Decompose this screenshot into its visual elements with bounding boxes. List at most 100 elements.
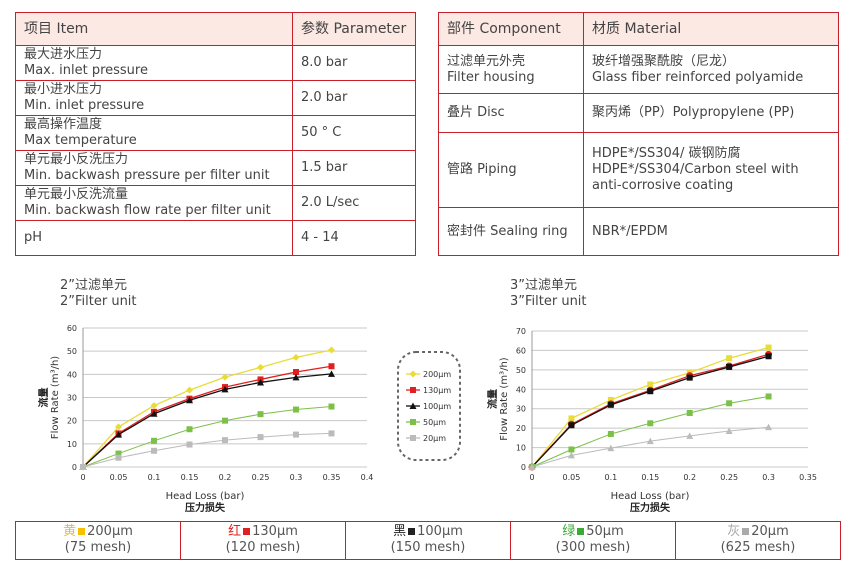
data-point xyxy=(115,431,122,438)
x-tick-label: 0.1 xyxy=(148,473,161,482)
data-point xyxy=(115,450,122,457)
series-20µm xyxy=(80,430,335,470)
component-cell: 过滤单元外壳 Filter housing xyxy=(438,45,584,94)
title-zh: 2”过滤单元 xyxy=(60,278,128,293)
x-tick-label: 0.1 xyxy=(604,473,617,482)
color-key: 黄 200µm (75 mesh) 红 130µm (120 mesh) 黑 100µm (15… xyxy=(15,521,841,560)
data-point xyxy=(686,409,693,416)
series-0 xyxy=(529,344,772,470)
x-tick-label: 0.3 xyxy=(762,473,775,482)
table-row: 管路 Piping HDPE*/SS304/ 碳钢防腐 HDPE*/SS304/Ca… xyxy=(438,132,839,208)
x-tick-label: 0.05 xyxy=(110,473,128,482)
data-point xyxy=(686,432,694,439)
y-tick-label: 70 xyxy=(516,327,526,336)
component-zh: 叠片 Disc xyxy=(447,105,505,120)
item-zh: 最大进水压力 xyxy=(24,47,103,62)
y-tick-label: 40 xyxy=(67,370,77,379)
series-4 xyxy=(528,423,773,470)
legend-label: 130µm xyxy=(423,386,451,395)
y-axis-label: Flow Rate (m³/h) xyxy=(499,357,510,440)
header-item: 项目 Item xyxy=(15,12,293,46)
data-point xyxy=(567,451,575,459)
series-line xyxy=(82,349,332,468)
data-point xyxy=(726,400,733,407)
data-point xyxy=(293,431,299,438)
component-cell: 密封件 Sealing ring xyxy=(438,207,584,256)
data-point xyxy=(765,344,772,351)
chart-2: 0 10 20 30 40 50 60 70 0 0.05 0.1 0.15 0.2 0.25 0.3 0.3… xyxy=(486,327,817,514)
y-tick-label: 0 xyxy=(521,463,526,472)
color-swatch-icon xyxy=(408,528,416,535)
y-axis-label-zh: 流量 xyxy=(486,389,499,409)
x-tick-label: 0.05 xyxy=(563,473,581,482)
data-point xyxy=(257,363,264,371)
color-key-item: 黑 100µm (150 mesh) xyxy=(346,522,511,559)
mesh-size: (150 mesh) xyxy=(390,540,466,555)
material-line: NBR*/EPDM xyxy=(592,223,668,239)
color-name: 绿 xyxy=(562,524,576,539)
x-tick-label: 0.15 xyxy=(641,473,659,482)
series-line xyxy=(82,406,332,468)
data-point xyxy=(151,447,157,454)
mesh-size: (75 mesh) xyxy=(64,540,132,555)
series-50µm xyxy=(80,403,335,470)
mesh-size: (120 mesh) xyxy=(225,540,301,555)
header-component: 部件 Component xyxy=(438,12,584,46)
data-point xyxy=(328,370,335,377)
x-tick-label: 0.25 xyxy=(252,473,270,482)
value-cell: 2.0 L/sec xyxy=(292,185,416,221)
material-line: Glass fiber reinforced polyamide xyxy=(592,69,804,85)
item-en: Min. backwash flow rate per filter unit xyxy=(24,203,271,218)
legend-label: 100µm xyxy=(423,402,451,411)
item-zh: pH xyxy=(24,230,43,245)
table-row: 最大进水压力 Max. inlet pressure 8.0 bar xyxy=(15,45,416,81)
y-tick-label: 10 xyxy=(516,444,526,453)
legend-marker-icon xyxy=(409,370,417,378)
x-tick-label: 0.35 xyxy=(323,473,341,482)
material-line: 聚丙烯（PP）Polypropylene (PP) xyxy=(592,105,795,120)
series-line xyxy=(82,373,332,468)
value-cell: 50 ° C xyxy=(292,115,416,151)
color-key-item: 绿 50µm (300 mesh) xyxy=(511,522,676,559)
table-row: 单元最小反洗流量 Min. backwash flow rate per filt… xyxy=(15,185,416,221)
color-key-item: 红 130µm (120 mesh) xyxy=(181,522,346,559)
legend-label: 50µm xyxy=(423,418,446,427)
color-swatch-icon xyxy=(78,528,86,535)
legend-marker-icon xyxy=(410,435,416,441)
y-tick-label: 30 xyxy=(516,405,526,414)
data-point xyxy=(151,437,157,444)
x-axis-label: Head Loss (bar) xyxy=(611,491,690,502)
data-point xyxy=(686,374,693,381)
x-tick-label: 0 xyxy=(529,473,534,482)
table-row: 密封件 Sealing ring NBR*/EPDM xyxy=(438,207,839,256)
material-cell: 玻纤增强聚酰胺（尼龙） Glass fiber reinforced polyam… xyxy=(583,45,839,94)
item-zh: 最高操作温度 xyxy=(24,117,103,132)
header-parameter: 参数 Parameter xyxy=(292,12,416,46)
mesh-size: (300 mesh) xyxy=(555,540,631,555)
item-zh: 单元最小反洗流量 xyxy=(24,187,129,202)
parameters-table: 项目 Item 参数 Parameter 最大进水压力 Max. inlet pre… xyxy=(15,12,416,256)
data-point xyxy=(725,427,733,435)
y-tick-label: 0 xyxy=(72,463,77,472)
mesh-size: (625 mesh) xyxy=(720,540,796,555)
header-material: 材质 Material xyxy=(583,12,839,46)
y-tick-label: 60 xyxy=(516,346,526,355)
value-cell: 2.0 bar xyxy=(292,80,416,116)
color-swatch-icon xyxy=(243,528,251,535)
filter-size: 50µm xyxy=(586,524,624,539)
y-tick-label: 50 xyxy=(516,366,526,375)
color-name: 黄 xyxy=(63,524,77,539)
title-en: 3”Filter unit xyxy=(510,294,587,309)
x-tick-label: 0.35 xyxy=(799,473,817,482)
data-point xyxy=(765,353,772,360)
x-axis-label-zh: 压力损失 xyxy=(630,501,671,514)
y-tick-label: 20 xyxy=(516,424,526,433)
x-tick-label: 0.2 xyxy=(683,473,696,482)
table-row: 最小进水压力 Min. inlet pressure 2.0 bar xyxy=(15,80,416,116)
item-cell: 最高操作温度 Max temperature xyxy=(15,115,293,151)
data-point xyxy=(607,396,614,403)
color-swatch-icon xyxy=(742,528,750,535)
item-cell: 单元最小反洗压力 Min. backwash pressure per filte… xyxy=(15,150,293,186)
data-point xyxy=(607,430,614,437)
